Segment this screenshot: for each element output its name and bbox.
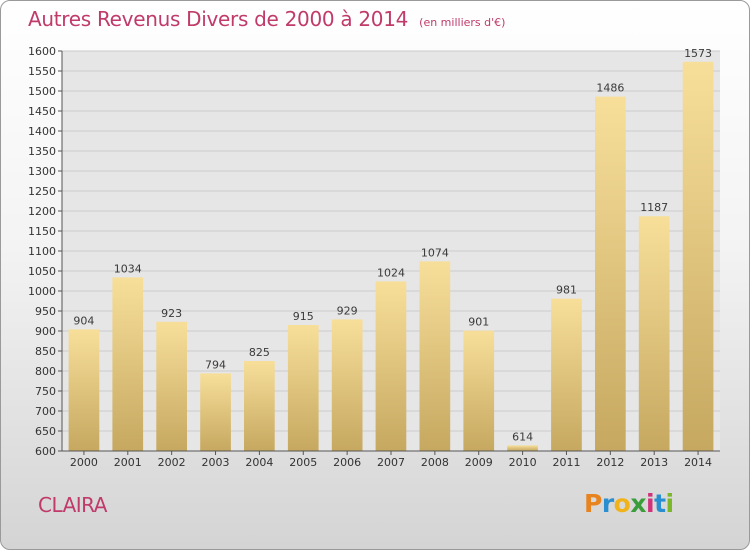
value-label-2007: 1024 xyxy=(377,266,405,279)
y-tick-label: 1550 xyxy=(28,65,56,78)
value-label-2000: 904 xyxy=(73,314,94,327)
x-tick-label-2003: 2003 xyxy=(202,456,230,469)
value-label-2013: 1187 xyxy=(640,201,668,214)
y-tick-label: 750 xyxy=(35,385,56,398)
value-label-2003: 794 xyxy=(205,358,226,371)
y-tick-label: 800 xyxy=(35,365,56,378)
logo-letter: i xyxy=(646,489,655,518)
y-tick-label: 1300 xyxy=(28,165,56,178)
y-tick-label: 1600 xyxy=(28,45,56,58)
proxiti-logo: Proxiti xyxy=(584,489,674,518)
bar-2003 xyxy=(200,373,231,451)
x-tick-label-2012: 2012 xyxy=(596,456,624,469)
logo-letter: t xyxy=(654,489,666,518)
y-tick-label: 600 xyxy=(35,445,56,458)
value-label-2014: 1573 xyxy=(684,47,712,60)
bar-2002 xyxy=(156,321,187,451)
y-tick-label: 1250 xyxy=(28,185,56,198)
value-label-2009: 901 xyxy=(468,316,489,329)
x-tick-label-2013: 2013 xyxy=(640,456,668,469)
x-tick-label-2008: 2008 xyxy=(421,456,449,469)
value-label-2008: 1074 xyxy=(421,246,449,259)
y-tick-label: 1150 xyxy=(28,225,56,238)
value-label-2012: 1486 xyxy=(596,82,624,95)
y-tick-label: 1450 xyxy=(28,105,56,118)
x-tick-label-2000: 2000 xyxy=(70,456,98,469)
bar-2004 xyxy=(244,361,275,451)
x-tick-label-2001: 2001 xyxy=(114,456,142,469)
x-tick-label-2002: 2002 xyxy=(158,456,186,469)
bar-2005 xyxy=(287,325,319,451)
chart-title: Autres Revenus Divers de 2000 à 2014 xyxy=(28,7,409,31)
y-tick-label: 950 xyxy=(35,305,56,318)
x-tick-label-2007: 2007 xyxy=(377,456,405,469)
value-label-2011: 981 xyxy=(556,284,577,297)
bar-2014 xyxy=(682,61,714,452)
chart-subtitle: (en milliers d'€) xyxy=(419,16,506,29)
value-label-2010: 614 xyxy=(512,430,533,443)
y-tick-label: 1200 xyxy=(28,205,56,218)
y-tick-label: 1400 xyxy=(28,125,56,138)
logo-letter: x xyxy=(630,489,646,518)
bar-2006 xyxy=(331,319,363,451)
x-tick-label-2006: 2006 xyxy=(333,456,361,469)
bar-2008 xyxy=(419,261,451,451)
x-tick-label-2004: 2004 xyxy=(245,456,273,469)
value-label-2004: 825 xyxy=(249,346,270,359)
y-tick-label: 1000 xyxy=(28,285,56,298)
x-tick-label-2011: 2011 xyxy=(552,456,580,469)
value-label-2006: 929 xyxy=(337,304,358,317)
y-tick-label: 1350 xyxy=(28,145,56,158)
bar-2010 xyxy=(507,445,538,451)
bar-2009 xyxy=(463,330,495,451)
x-tick-label-2005: 2005 xyxy=(289,456,317,469)
logo-letter: r xyxy=(601,489,614,518)
bar-2007 xyxy=(375,281,407,451)
bar-2011 xyxy=(551,298,582,451)
logo-letter: P xyxy=(584,489,602,518)
value-label-2005: 915 xyxy=(293,310,314,323)
bar-2012 xyxy=(595,96,626,451)
bar-2001 xyxy=(112,277,144,451)
value-label-2002: 923 xyxy=(161,307,182,320)
y-tick-label: 1500 xyxy=(28,85,56,98)
logo-letter: o xyxy=(613,489,631,518)
bar-2013 xyxy=(638,216,670,451)
value-label-2001: 1034 xyxy=(114,262,142,275)
logo-letter: i xyxy=(665,489,675,518)
bar-2000 xyxy=(68,329,100,451)
y-tick-label: 850 xyxy=(35,345,56,358)
town-name: CLAIRA xyxy=(38,493,107,517)
x-tick-label-2009: 2009 xyxy=(465,456,493,469)
y-tick-label: 1050 xyxy=(28,265,56,278)
y-tick-label: 900 xyxy=(35,325,56,338)
y-tick-label: 1100 xyxy=(28,245,56,258)
y-tick-label: 700 xyxy=(35,405,56,418)
x-tick-label-2014: 2014 xyxy=(684,456,712,469)
x-tick-label-2010: 2010 xyxy=(509,456,537,469)
y-tick-label: 650 xyxy=(35,425,56,438)
chart-title-block: Autres Revenus Divers de 2000 à 2014 (en… xyxy=(28,7,505,31)
